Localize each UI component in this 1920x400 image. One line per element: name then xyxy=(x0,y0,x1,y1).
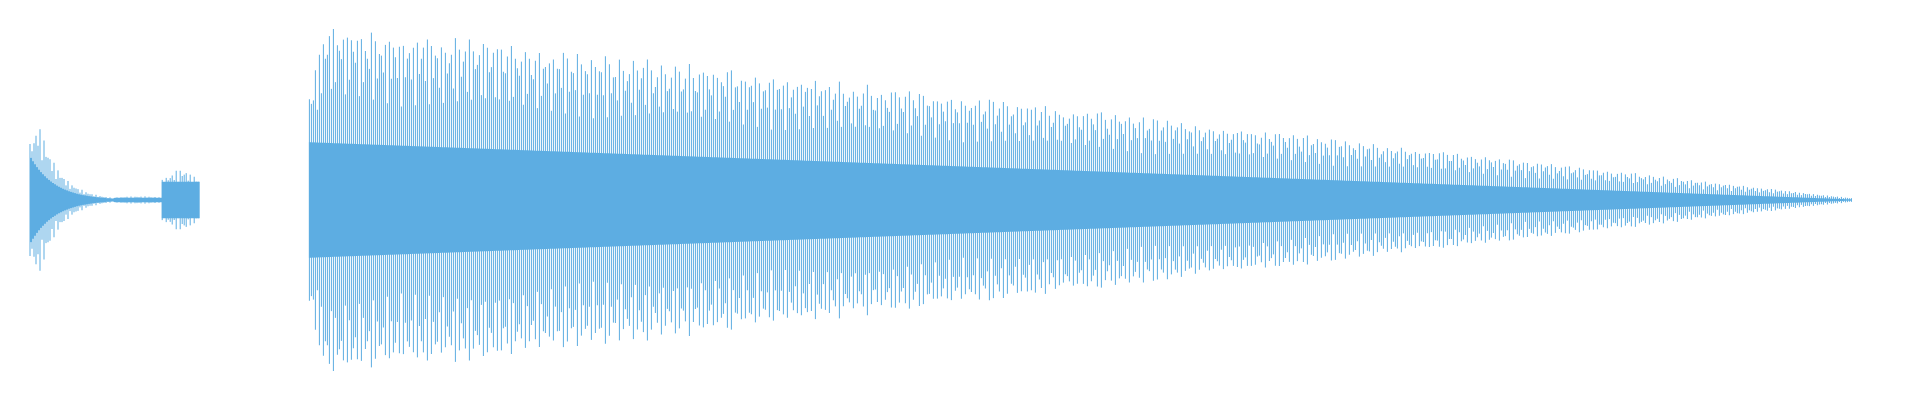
waveform-core xyxy=(308,142,1852,258)
waveform-core xyxy=(114,197,163,203)
waveform-clip-2[interactable] xyxy=(308,29,1852,371)
waveform-core xyxy=(161,181,200,219)
waveform-clip-1[interactable] xyxy=(29,129,200,271)
waveform-bars xyxy=(29,29,1852,371)
waveform-core xyxy=(29,156,115,244)
